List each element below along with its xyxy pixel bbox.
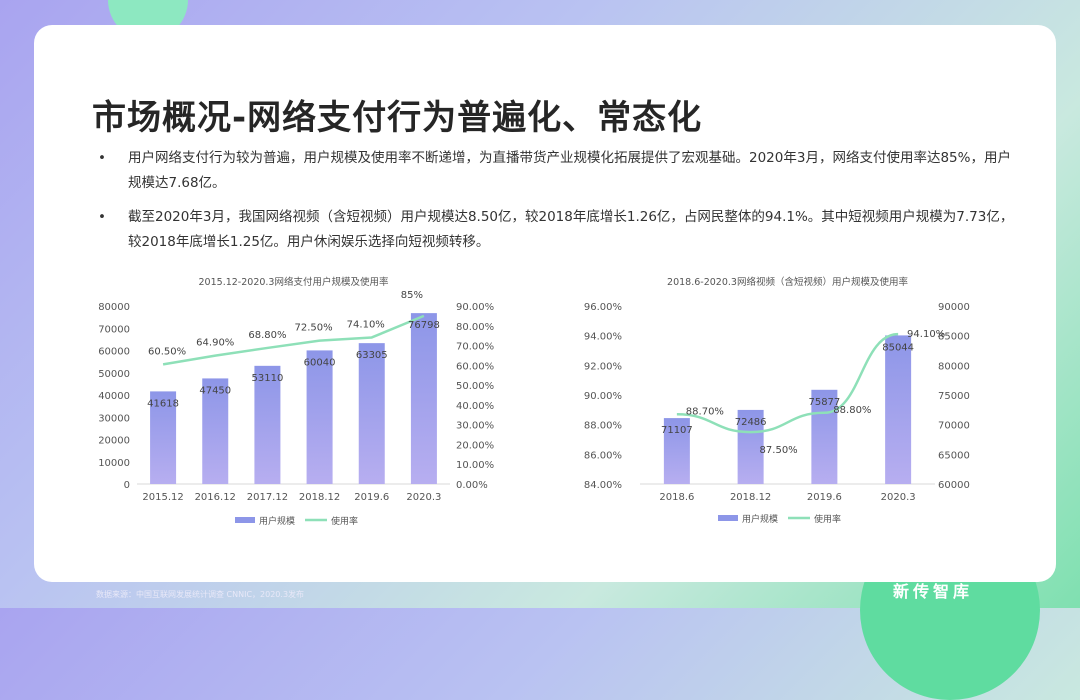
line-data-label: 64.90% bbox=[196, 338, 234, 349]
line-data-label: 60.50% bbox=[148, 346, 186, 357]
line-data-label: 87.50% bbox=[760, 445, 798, 456]
legend-label: 用户规模 bbox=[742, 513, 778, 525]
y-axis-right-tick-label: 85000 bbox=[938, 332, 970, 343]
y-axis-left-tick-label: 88.00% bbox=[584, 421, 622, 432]
bar-data-label: 75877 bbox=[808, 397, 840, 408]
y-axis-right-tick-label: 60000 bbox=[938, 480, 970, 491]
bar-data-label: 85044 bbox=[882, 342, 914, 353]
x-axis-tick-label: 2018.12 bbox=[299, 492, 340, 503]
bullet-marker: • bbox=[98, 150, 106, 166]
line-data-label: 88.70% bbox=[686, 406, 724, 417]
y-axis-right-tick-label: 40.00% bbox=[456, 401, 494, 412]
legend-label: 使用率 bbox=[331, 515, 358, 527]
bar bbox=[811, 389, 838, 484]
y-axis-right-tick-label: 20.00% bbox=[456, 440, 494, 451]
x-axis-tick-label: 2018.6 bbox=[659, 492, 694, 503]
legend-bar-swatch bbox=[718, 515, 738, 521]
x-axis-tick-label: 2017.12 bbox=[247, 492, 288, 503]
bullet-text: 截至2020年3月，我国网络视频（含短视频）用户规模达8.50亿，较2018年底… bbox=[128, 209, 1014, 250]
y-axis-left-tick-label: 60000 bbox=[98, 347, 130, 358]
bar bbox=[254, 365, 281, 484]
y-axis-right-tick-label: 0.00% bbox=[456, 480, 488, 491]
line-data-label: 85% bbox=[401, 290, 423, 301]
y-axis-left-tick-label: 30000 bbox=[98, 413, 130, 424]
bar-data-label: 63305 bbox=[356, 350, 388, 361]
line-data-label: 68.80% bbox=[248, 330, 286, 341]
watermark-subtitle: 新传智库 bbox=[893, 582, 974, 601]
y-axis-left-tick-label: 92.00% bbox=[584, 361, 622, 372]
y-axis-right-tick-label: 90000 bbox=[938, 302, 970, 313]
chart-title: 2015.12-2020.3网络支付用户规模及使用率 bbox=[199, 276, 389, 288]
bar bbox=[737, 409, 764, 484]
y-axis-right-tick-label: 90.00% bbox=[456, 302, 494, 313]
line-data-label: 74.10% bbox=[347, 319, 385, 330]
slide-card bbox=[34, 25, 1056, 582]
chart-title: 2018.6-2020.3网络视频（含短视频）用户规模及使用率 bbox=[667, 276, 908, 288]
series-line bbox=[676, 332, 899, 434]
bullet-text: 用户网络支付行为较为普遍，用户规模及使用率不断递增，为直播带货产业规模化拓展提供… bbox=[128, 150, 1011, 191]
bar bbox=[306, 350, 333, 484]
y-axis-left-tick-label: 90.00% bbox=[584, 391, 622, 402]
y-axis-right-tick-label: 50.00% bbox=[456, 381, 494, 392]
bar-data-label: 53110 bbox=[252, 373, 284, 384]
y-axis-right-tick-label: 70000 bbox=[938, 421, 970, 432]
y-axis-right-tick-label: 80000 bbox=[938, 361, 970, 372]
x-axis-tick-label: 2020.3 bbox=[406, 492, 441, 503]
x-axis-tick-label: 2019.6 bbox=[807, 492, 842, 503]
y-axis-left-tick-label: 0 bbox=[124, 480, 130, 491]
y-axis-right-tick-label: 30.00% bbox=[456, 421, 494, 432]
legend-label: 用户规模 bbox=[259, 515, 295, 527]
y-axis-left-tick-label: 96.00% bbox=[584, 302, 622, 313]
bar-data-label: 72486 bbox=[735, 417, 767, 428]
series-line bbox=[162, 314, 425, 366]
y-axis-left-tick-label: 80000 bbox=[98, 302, 130, 313]
slide-title: 市场概况-网络支付行为普遍化、常态化 bbox=[92, 98, 703, 138]
bullet-marker: • bbox=[98, 209, 106, 225]
watermark-name: 影视大家 bbox=[932, 548, 1029, 573]
legend-bar-swatch bbox=[235, 517, 255, 523]
y-axis-left-tick-label: 84.00% bbox=[584, 480, 622, 491]
bar-data-label: 60040 bbox=[304, 357, 336, 368]
y-axis-left-tick-label: 70000 bbox=[98, 324, 130, 335]
x-axis-tick-label: 2015.12 bbox=[142, 492, 183, 503]
bar-data-label: 76798 bbox=[408, 320, 440, 331]
y-axis-left-tick-label: 94.00% bbox=[584, 332, 622, 343]
y-axis-left-tick-label: 20000 bbox=[98, 436, 130, 447]
bullet-list: • 用户网络支付行为较为普遍，用户规模及使用率不断递增，为直播带货产业规模化拓展… bbox=[96, 146, 1016, 264]
y-axis-right-tick-label: 75000 bbox=[938, 391, 970, 402]
bar bbox=[410, 313, 437, 484]
legend-label: 使用率 bbox=[814, 513, 841, 525]
charts-canvas: 2015.12-2020.3网络支付用户规模及使用率 0 10000 20000 300… bbox=[98, 276, 970, 527]
wechat-icon bbox=[893, 544, 923, 566]
line-data-label: 88.80% bbox=[833, 405, 871, 416]
bar bbox=[885, 335, 912, 484]
bullet-item: • 截至2020年3月，我国网络视频（含短视频）用户规模达8.50亿，较2018… bbox=[96, 205, 1016, 255]
line-data-label: 72.50% bbox=[295, 323, 333, 334]
data-source-note: 数据来源：中国互联网发展统计调查 CNNIC，2020.3发布 bbox=[96, 590, 305, 599]
bar bbox=[358, 343, 385, 484]
y-axis-left-tick-label: 10000 bbox=[98, 458, 130, 469]
bar bbox=[150, 391, 177, 484]
y-axis-right-tick-label: 65000 bbox=[938, 450, 970, 461]
x-axis-tick-label: 2019.6 bbox=[354, 492, 389, 503]
y-axis-right-tick-label: 10.00% bbox=[456, 460, 494, 471]
bar-data-label: 41618 bbox=[147, 398, 179, 409]
bar-data-label: 47450 bbox=[199, 385, 231, 396]
y-axis-left-tick-label: 50000 bbox=[98, 369, 130, 380]
y-axis-left-tick-label: 40000 bbox=[98, 391, 130, 402]
line-data-label: 94.10% bbox=[907, 329, 945, 340]
x-axis-tick-label: 2016.12 bbox=[195, 492, 236, 503]
bar bbox=[202, 378, 229, 484]
y-axis-right-tick-label: 80.00% bbox=[456, 322, 494, 333]
bullet-item: • 用户网络支付行为较为普遍，用户规模及使用率不断递增，为直播带货产业规模化拓展… bbox=[96, 146, 1016, 196]
y-axis-right-tick-label: 70.00% bbox=[456, 342, 494, 353]
y-axis-left-tick-label: 86.00% bbox=[584, 450, 622, 461]
bar bbox=[663, 418, 690, 484]
bar-data-label: 71107 bbox=[661, 425, 693, 436]
y-axis-right-tick-label: 60.00% bbox=[456, 361, 494, 372]
x-axis-tick-label: 2018.12 bbox=[730, 492, 771, 503]
x-axis-tick-label: 2020.3 bbox=[881, 492, 916, 503]
